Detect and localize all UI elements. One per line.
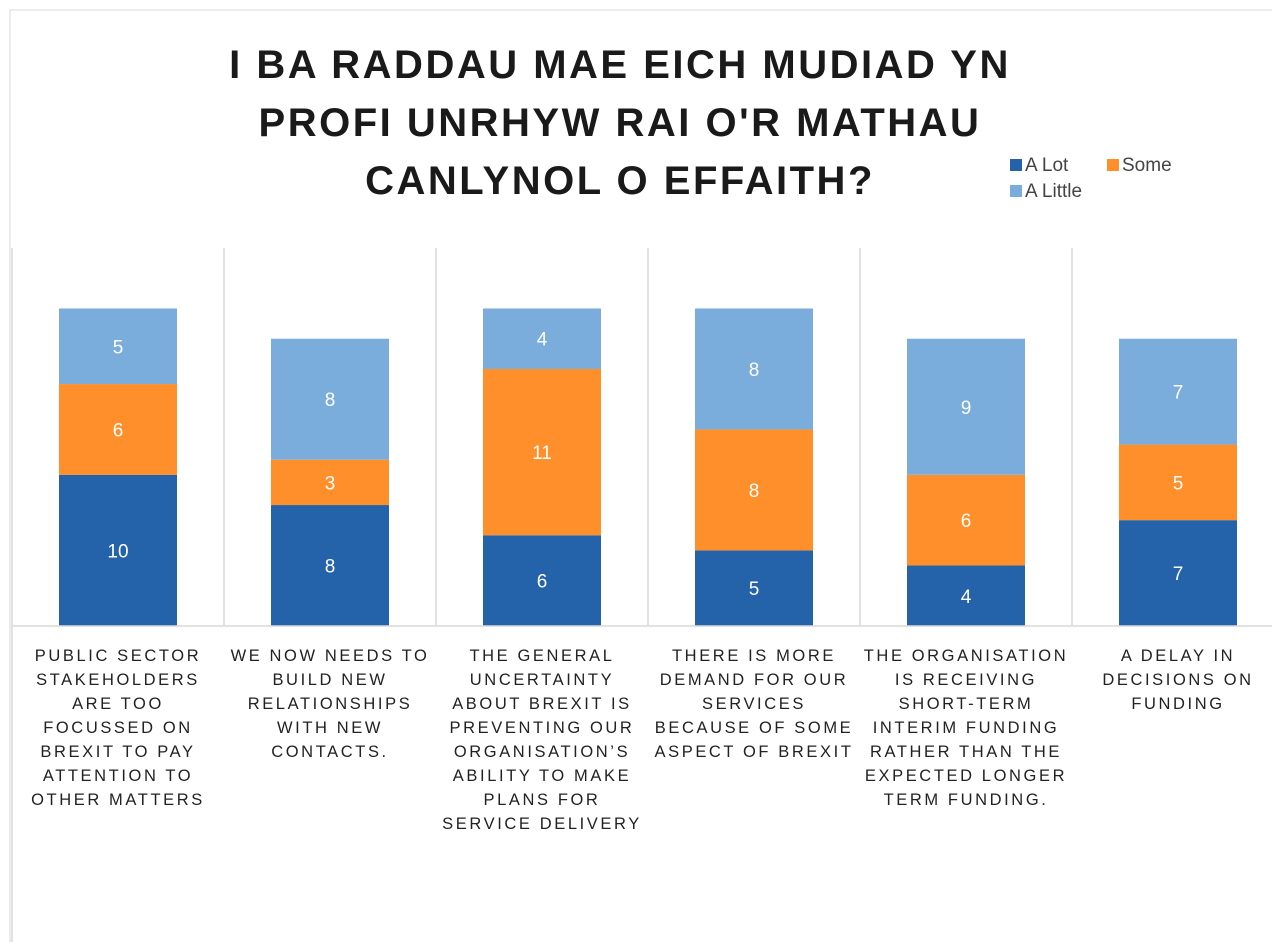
x-tick-label: THE ORGANISATION IS RECEIVING SHORT-TERM… <box>863 647 1069 809</box>
legend-label: A Little <box>1025 181 1082 202</box>
data-label: 8 <box>325 557 336 578</box>
chart-border <box>9 9 1272 942</box>
bar-segment <box>271 459 389 506</box>
bar-segment <box>483 368 601 536</box>
bar-segment <box>907 474 1025 566</box>
data-label: 9 <box>961 398 972 419</box>
bar-segment <box>1119 520 1237 626</box>
bar-segment <box>907 338 1025 475</box>
bar-segment <box>907 565 1025 626</box>
bar-segment <box>483 535 601 626</box>
data-label: 8 <box>749 481 760 502</box>
bar-segment <box>695 308 813 430</box>
data-label: 11 <box>532 443 552 464</box>
data-label: 3 <box>325 473 336 494</box>
legend-swatch <box>1107 159 1119 171</box>
chart-title: I BA RADDAU MAE EICH MUDIAD YN PROFI UNR… <box>229 43 1011 203</box>
legend-label: Some <box>1122 155 1172 176</box>
bar-segment <box>1119 444 1237 521</box>
data-label: 6 <box>961 511 972 532</box>
bar-segment <box>59 308 177 385</box>
bar-segment <box>695 429 813 551</box>
bar-segment <box>271 505 389 626</box>
data-label: 4 <box>537 330 548 351</box>
x-tick-label: WE NOW NEEDS TO BUILD NEW RELATIONSHIPS … <box>230 647 430 761</box>
legend-swatch <box>1010 185 1022 197</box>
data-label: 10 <box>107 541 128 562</box>
bar-segment <box>271 338 389 460</box>
data-label: 4 <box>961 587 972 608</box>
x-tick-label: THE GENERAL UNCERTAINTY ABOUT BREXIT IS … <box>442 647 642 833</box>
bar-segment <box>483 308 601 369</box>
data-label: 5 <box>113 337 124 358</box>
x-tick-label: A DELAY IN DECISIONS ON FUNDING <box>1102 647 1254 713</box>
data-label: 5 <box>749 579 760 600</box>
data-label: 6 <box>537 572 548 593</box>
bar-segment <box>59 474 177 626</box>
x-tick-label: THERE IS MORE DEMAND FOR OUR SERVICES BE… <box>654 647 854 761</box>
bar-segment <box>1119 338 1237 445</box>
legend-label: A Lot <box>1025 155 1069 176</box>
data-label: 8 <box>749 360 760 381</box>
data-label: 5 <box>1173 473 1184 494</box>
bar-segment <box>59 384 177 475</box>
x-tick-label: PUBLIC SECTOR STAKEHOLDERS ARE TOO FOCUS… <box>31 647 205 809</box>
bar-segment <box>695 550 813 626</box>
data-label: 6 <box>113 420 124 441</box>
data-label: 8 <box>325 390 336 411</box>
data-label: 7 <box>1173 564 1184 585</box>
legend-swatch <box>1010 159 1022 171</box>
data-label: 7 <box>1173 383 1184 404</box>
